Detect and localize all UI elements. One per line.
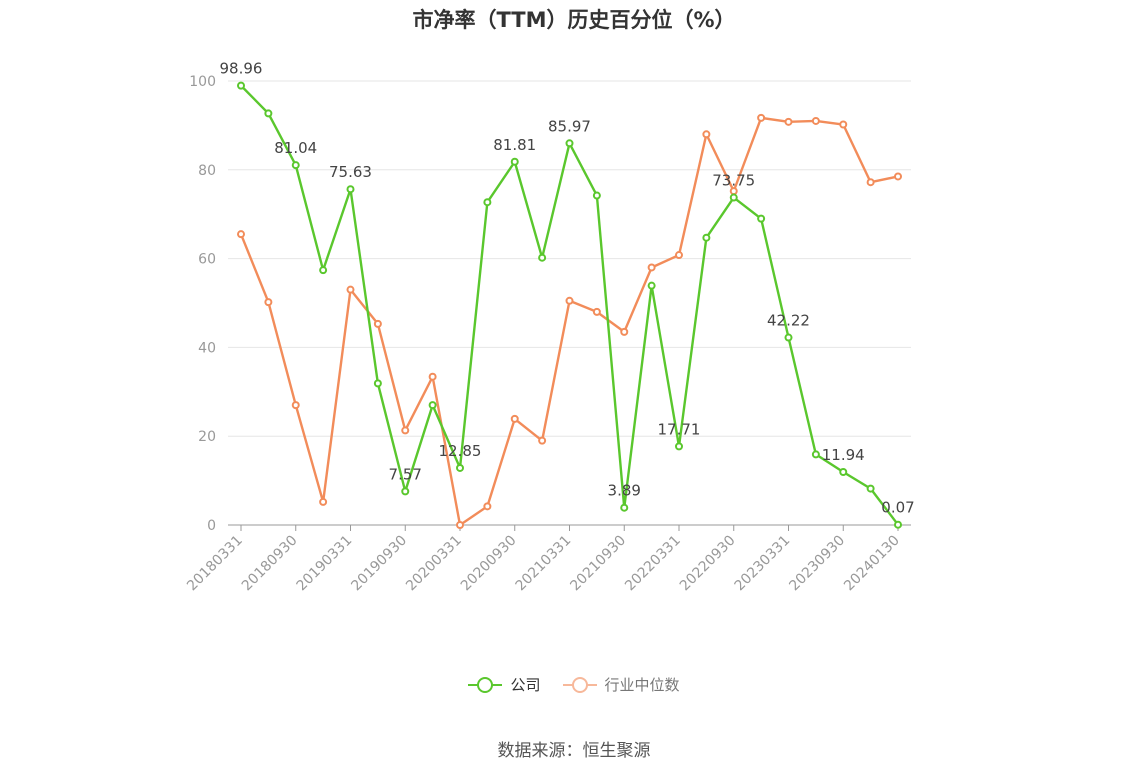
series-point-0 [510, 157, 519, 166]
grid-lines [228, 80, 911, 437]
y-tick-label: 0 [207, 518, 216, 534]
series-point-1 [291, 401, 300, 410]
legend-item-company[interactable]: 公司 [468, 674, 541, 695]
series-point-1 [592, 307, 601, 316]
x-tick-label: 20240130 [841, 533, 903, 595]
legend-label-industry-median: 行业中位数 [604, 676, 680, 694]
series-point-1 [319, 497, 328, 506]
series-point-0 [373, 379, 382, 388]
series-point-0 [757, 214, 766, 223]
y-tick-label: 80 [198, 163, 216, 179]
data-label: 73.75 [712, 172, 755, 190]
series-point-0 [702, 233, 711, 242]
legend-item-industry-median[interactable]: 行业中位数 [562, 674, 680, 695]
y-tick-label: 20 [198, 429, 216, 445]
series-point-1 [483, 502, 492, 511]
series-point-0 [401, 487, 410, 496]
series-point-1 [237, 230, 245, 239]
y-tick-label: 100 [189, 74, 216, 90]
data-label: 7.57 [389, 465, 422, 483]
series-lines [237, 81, 902, 529]
data-label: 11.94 [822, 446, 865, 464]
legend: 公司 行业中位数 [0, 674, 1148, 695]
legend-swatch-industry-median [562, 676, 597, 693]
series-point-1 [702, 130, 711, 139]
x-tick-label: 20180331 [184, 533, 246, 595]
x-tick-label: 20200930 [458, 533, 520, 595]
legend-swatch-company [468, 676, 503, 693]
series-point-0 [237, 81, 245, 90]
x-tick-label: 20230331 [732, 533, 794, 595]
data-source: 数据来源：恒生聚源 [497, 741, 651, 761]
series-point-0 [565, 139, 574, 148]
data-label: 17.71 [658, 420, 701, 438]
x-tick-label: 20200331 [403, 533, 465, 595]
series-point-1 [620, 327, 629, 336]
series-point-0 [675, 442, 683, 451]
chart-title: 市净率（TTM）历史百分位（%） [412, 8, 736, 32]
series-point-1 [373, 319, 382, 328]
series-point-0 [839, 467, 848, 476]
x-tick-label: 20220331 [622, 533, 684, 595]
series-point-0 [811, 450, 820, 459]
series-point-0 [428, 401, 437, 410]
data-label: 75.63 [329, 163, 372, 181]
legend-label-company: 公司 [510, 676, 541, 694]
x-tick-label: 20180930 [239, 533, 301, 595]
series-point-1 [839, 120, 848, 129]
x-tick-label: 20190331 [294, 533, 356, 595]
series-point-1 [866, 178, 875, 187]
series-point-1 [264, 298, 273, 307]
series-point-0 [894, 520, 902, 529]
series-point-1 [401, 426, 410, 435]
data-label: 81.81 [493, 136, 536, 154]
series-point-1 [811, 116, 820, 125]
series-point-0 [291, 161, 300, 170]
data-label: 85.97 [548, 117, 591, 135]
series-point-0 [456, 463, 464, 472]
series-point-0 [592, 191, 601, 200]
y-tick-label: 60 [198, 252, 216, 268]
series-point-0 [346, 185, 355, 194]
series-point-0 [866, 484, 875, 493]
series-point-0 [538, 253, 547, 262]
series-point-1 [675, 251, 683, 260]
series-point-0 [620, 503, 629, 512]
series-point-1 [784, 117, 793, 126]
data-label: 0.07 [881, 499, 914, 517]
series-point-0 [729, 193, 738, 202]
data-label: 12.85 [439, 442, 482, 460]
y-tick-label: 40 [198, 340, 216, 356]
data-label: 81.04 [274, 139, 317, 157]
series-point-1 [538, 436, 547, 445]
x-tick-label: 20210930 [567, 533, 629, 595]
data-label: 3.89 [608, 482, 641, 500]
series-point-1 [428, 372, 437, 381]
series-point-1 [757, 113, 766, 122]
x-tick-label: 20230930 [786, 533, 848, 595]
data-labels: 98.96 81.04 75.63 7.57 12.85 81.81 85.97 3.89 17… [220, 60, 915, 517]
series-point-1 [894, 172, 902, 181]
series-point-1 [565, 296, 574, 305]
data-label: 98.96 [220, 60, 263, 78]
data-label: 42.22 [767, 312, 810, 330]
series-point-1 [647, 263, 656, 272]
series-point-0 [264, 109, 273, 118]
series-point-1 [456, 521, 464, 529]
series-point-0 [784, 333, 793, 342]
series-point-1 [346, 285, 355, 294]
x-tick-label: 20190930 [348, 533, 410, 595]
x-tick-label: 20210331 [513, 533, 575, 595]
x-tick-label: 20220930 [677, 533, 739, 595]
series-point-0 [483, 198, 492, 207]
series-point-1 [510, 414, 519, 423]
series-point-0 [319, 266, 328, 275]
series-point-0 [647, 281, 656, 290]
